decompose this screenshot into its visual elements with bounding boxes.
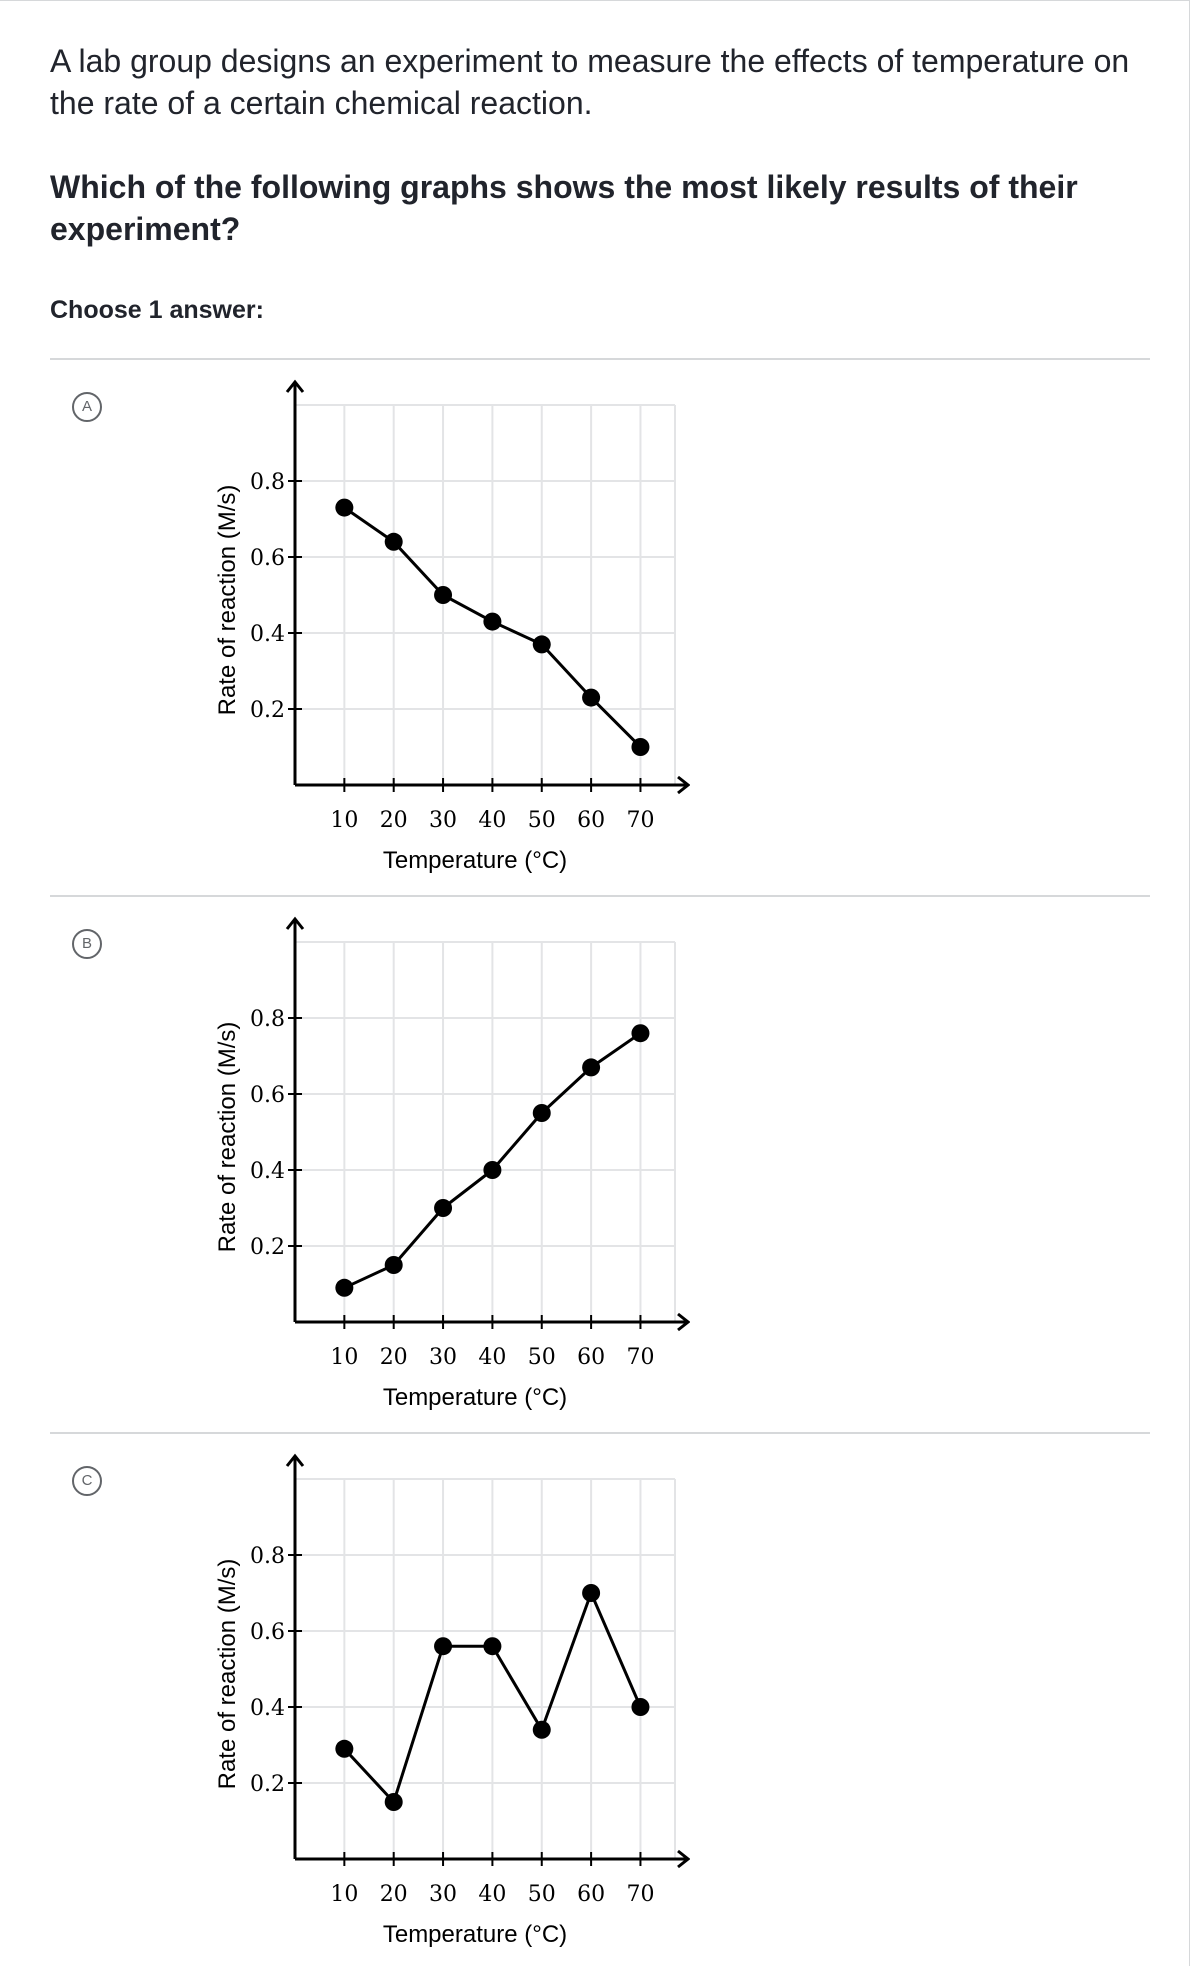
y-axis-arrow	[285, 379, 305, 393]
data-point	[384, 532, 403, 551]
data-point	[483, 1161, 502, 1179]
chart-a: 10 20 30 40 50 60 70 0.2 0.4 0.6 0.8 Temperature (°…	[214, 379, 690, 874]
x-tick-label: 50	[528, 808, 556, 833]
y-tick-label: 0.4	[250, 1159, 285, 1184]
y-tick-label: 0.4	[250, 1696, 285, 1721]
x-tick-label: 30	[429, 808, 457, 833]
choice-letter-c[interactable]: C	[72, 1466, 102, 1496]
data-point	[631, 738, 650, 756]
divider	[50, 1432, 1150, 1434]
answer-choice-c[interactable]: C 10 20 30 40 50 60 70 0.2 0.4 0.6 0.8 Temperature …	[50, 1434, 1150, 1964]
data-point	[631, 1698, 650, 1716]
x-tick-label: 60	[577, 1882, 605, 1907]
x-tick-label: 10	[330, 808, 358, 833]
y-axis-arrow	[285, 916, 305, 930]
x-tick-label: 40	[478, 1882, 506, 1907]
y-tick-label: 0.2	[250, 1772, 285, 1797]
divider	[50, 895, 1150, 897]
x-axis-arrow	[677, 775, 690, 795]
y-tick-label: 0.6	[250, 1620, 285, 1645]
choose-label: Choose 1 answer:	[50, 296, 264, 324]
chart-grid	[295, 1478, 676, 1859]
y-tick-label: 0.6	[250, 546, 285, 571]
data-point	[582, 1584, 601, 1602]
y-tick-label: 0.2	[250, 698, 285, 723]
chart-b: 10 20 30 40 50 60 70 0.2 0.4 0.6 0.8 Temperature (°…	[214, 916, 690, 1411]
data-point	[532, 635, 551, 654]
y-tick-label: 0.8	[250, 1544, 285, 1569]
x-tick-label: 20	[380, 1345, 408, 1370]
y-tick-label: 0.6	[250, 1083, 285, 1108]
question-stem: A lab group designs an experiment to mea…	[50, 43, 1130, 121]
x-tick-label: 60	[577, 808, 605, 833]
data-point	[434, 1637, 453, 1656]
x-tick-label: 30	[429, 1882, 457, 1907]
y-axis-title: Rate of reaction (M/s)	[214, 485, 241, 716]
top-border	[0, 0, 1190, 1]
x-axis-arrow	[677, 1849, 690, 1869]
x-tick-label: 30	[429, 1345, 457, 1370]
data-point	[434, 1199, 453, 1217]
x-tick-label: 10	[330, 1882, 358, 1907]
x-axis-arrow	[677, 1312, 690, 1332]
chart-grid	[295, 941, 676, 1322]
x-tick-label: 60	[577, 1345, 605, 1370]
divider	[50, 358, 1150, 360]
x-axis-title: Temperature (°C)	[383, 1921, 567, 1948]
x-axis-title: Temperature (°C)	[383, 1384, 567, 1411]
x-tick-label: 40	[478, 1345, 506, 1370]
data-point	[483, 1637, 502, 1656]
data-point	[384, 1793, 403, 1811]
data-point	[582, 1058, 601, 1077]
y-tick-label: 0.8	[250, 1007, 285, 1032]
y-tick-label: 0.4	[250, 622, 285, 647]
data-point	[532, 1104, 551, 1122]
question-prompt: Which of the following graphs shows the …	[50, 169, 1078, 247]
x-tick-label: 20	[380, 808, 408, 833]
data-point	[384, 1256, 403, 1274]
data-point	[582, 688, 601, 707]
y-axis-arrow	[285, 1453, 305, 1467]
data-point	[532, 1720, 551, 1739]
x-tick-label: 70	[626, 808, 654, 833]
choice-letter-b[interactable]: B	[72, 929, 102, 959]
data-point	[335, 1739, 354, 1758]
answer-choice-a[interactable]: A 10 20 30 40 50 60 70 0.2 0.4 0.6 0.8 Temperature …	[50, 360, 1150, 890]
x-tick-label: 40	[478, 808, 506, 833]
x-tick-label: 70	[626, 1345, 654, 1370]
data-point	[631, 1024, 650, 1043]
y-tick-label: 0.2	[250, 1235, 285, 1260]
data-point	[335, 1278, 354, 1297]
y-axis-title: Rate of reaction (M/s)	[214, 1559, 241, 1790]
choice-letter-a[interactable]: A	[72, 392, 102, 422]
answer-choice-b[interactable]: B 10 20 30 40 50 60 70 0.2 0.4 0.6 0.8 Temperature …	[50, 897, 1150, 1427]
x-tick-label: 70	[626, 1882, 654, 1907]
x-tick-label: 20	[380, 1882, 408, 1907]
data-point	[483, 612, 502, 631]
data-point	[434, 586, 453, 604]
y-axis-title: Rate of reaction (M/s)	[214, 1022, 241, 1253]
x-tick-label: 10	[330, 1345, 358, 1370]
x-tick-label: 50	[528, 1882, 556, 1907]
y-tick-label: 0.8	[250, 470, 285, 495]
x-tick-label: 50	[528, 1345, 556, 1370]
chart-grid	[295, 404, 676, 785]
x-axis-title: Temperature (°C)	[383, 847, 567, 874]
chart-c: 10 20 30 40 50 60 70 0.2 0.4 0.6 0.8 Temperature (°…	[214, 1453, 690, 1948]
data-point	[335, 498, 354, 517]
